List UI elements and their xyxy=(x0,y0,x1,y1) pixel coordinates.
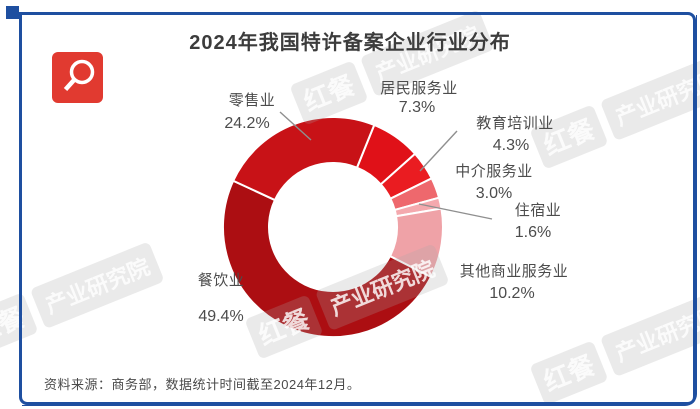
value-jiaoyu: 4.3% xyxy=(492,137,530,154)
value-jumin: 7.3% xyxy=(398,99,436,116)
donut-slice-5 xyxy=(222,179,433,339)
value-lingshou: 24.2% xyxy=(224,115,270,132)
value-canyin: 49.4% xyxy=(198,308,244,325)
label-zhusu: 住宿业 xyxy=(514,202,562,219)
magnifier-icon xyxy=(63,59,95,92)
label-jiaoyu: 教育培训业 xyxy=(476,115,554,132)
leader-line-zhusu xyxy=(418,203,493,220)
brand-logo xyxy=(52,52,103,103)
corner-accent-square xyxy=(6,6,19,19)
source-note: 资料来源：商务部，数据统计时间截至2024年12月。 xyxy=(44,377,361,392)
page-title: 2024年我国特许备案企业行业分布 xyxy=(189,32,511,54)
value-zhusu: 1.6% xyxy=(514,224,552,241)
label-qita: 其他商业服务业 xyxy=(459,263,569,280)
label-lingshou: 零售业 xyxy=(228,92,276,109)
label-jumin: 居民服务业 xyxy=(380,80,458,97)
value-qita: 10.2% xyxy=(489,285,535,302)
label-zhongjie: 中介服务业 xyxy=(455,163,533,180)
leader-line-jiaoyu xyxy=(419,130,458,172)
leader-line-lingshou xyxy=(279,111,312,141)
label-canyin: 餐饮业 xyxy=(197,272,245,289)
value-zhongjie: 3.0% xyxy=(475,185,513,202)
donut-slice-6 xyxy=(231,116,376,202)
